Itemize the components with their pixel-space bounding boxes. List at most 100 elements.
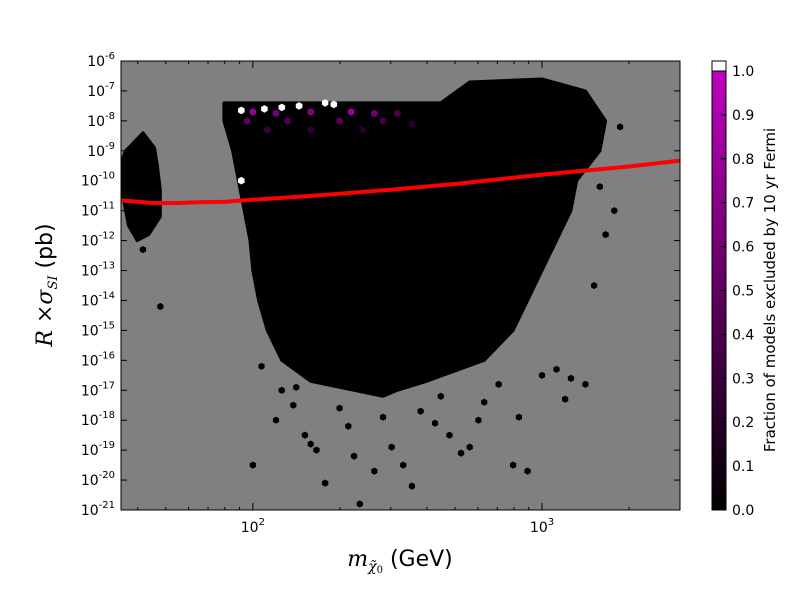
hexbin-cell-excluded [347,108,355,116]
hexbin-cell-excluded [359,126,366,134]
colorbar-tick-label: 0.7 [732,196,754,212]
y-tick-label: 10-19 [81,440,115,459]
y-tick-label: 10-16 [81,350,115,369]
hexbin-cell [602,231,609,239]
hexbin-cell [510,461,517,469]
colorbar-label: Fraction of models excluded by 10 yr Fer… [761,128,779,452]
hexbin-cell [596,183,603,191]
colorbar-tick-label: 1.0 [732,64,754,80]
hexbin-cell [345,422,352,430]
hexbin-cell-excluded [278,103,286,112]
x-axis-title: mχ̃0 (GeV) [347,547,453,576]
hexbin-cell [301,431,308,439]
hexbin-cell [481,398,488,406]
hexbin-cell [371,467,378,475]
hexbin-cell [400,461,407,469]
hexbin-cell [567,374,575,382]
colorbar-tick-label: 0.2 [732,415,754,431]
colorbar-tick-label: 0.3 [732,371,754,387]
hexbin-cell-excluded [249,108,257,116]
hexbin-cell [582,380,589,388]
hexbin-cell-excluded [261,105,268,113]
plot-frame [120,60,681,511]
y-tick-label: 10-20 [81,470,115,489]
limit-curve [121,158,680,205]
hexbin-cell [408,482,415,490]
colorbar-over-triangle [711,60,727,72]
hexbin-cell [475,416,482,424]
data-layer [121,77,680,522]
hexbin-cell-excluded [371,109,378,118]
hexbin-cell-excluded [238,176,245,185]
hexbin-cell [356,500,363,508]
hexbin-cell [515,413,522,421]
hexbin-cell [495,380,502,388]
hexbin-cell-excluded [394,109,401,118]
hexbin-cell-excluded [379,117,387,125]
hexbin-cell [431,419,439,427]
density-region-main [222,77,608,398]
hexbin-cell-excluded [321,99,329,107]
hexbin-cell [139,246,147,254]
hexbin-cell-excluded [336,117,343,125]
y-tick-label: 10-14 [81,290,115,309]
y-tick-label: 10-18 [81,410,115,429]
hexbin-cell [249,461,256,469]
y-tick-label: 10-12 [81,231,115,250]
hexbin-cell-excluded [307,108,314,116]
colorbar-ticks: 0.0 0.1 0.2 0.3 0.4 0.5 0.6 0.7 0.8 0.9 1.0 [720,64,754,519]
y-tick-label: 10-9 [87,141,115,160]
colorbar-tick-label: 0.6 [732,240,754,256]
axis-ticks: 10-6 10-7 10-8 10-9 10-10 10-11 10-12 10-13 10-1… [81,51,681,536]
hexbin-cell [417,407,424,415]
hexbin-cell [457,449,465,457]
colorbar-tick-label: 0.8 [732,152,754,168]
hexbin-cell [446,431,453,439]
hexbin-cell [538,371,546,379]
hexbin-cell [328,515,334,522]
hexbin-cell [379,413,387,421]
hexbin-cell [591,281,598,290]
colorbar: 0.0 0.1 0.2 0.3 0.4 0.5 0.6 0.7 0.8 0.9 1.0 Fracti… [711,60,779,519]
hexbin-cell [350,452,358,460]
hexbin-cell-excluded [238,106,245,115]
y-axis-title: R ×σSI (pb) [33,223,61,347]
hexbin-cell-excluded [272,109,280,118]
colorbar-tick-label: 0.1 [732,459,754,475]
hexbin-cell-excluded [330,100,338,109]
y-tick-label: 10-21 [81,500,115,519]
y-tick-label: 10-8 [87,111,115,130]
hexbin-cell [272,416,280,424]
hexbin-cell-excluded [284,117,291,125]
hexbin-cell [388,443,395,451]
x-tick-label: 102 [241,517,265,536]
colorbar-tick-label: 0.4 [732,327,754,343]
hexbin-cell-excluded [243,117,251,125]
y-tick-label: 10-6 [87,51,115,70]
hexbin-cell [157,302,164,311]
hexbin-cell [553,365,560,373]
y-tick-label: 10-10 [81,171,115,190]
y-tick-label: 10-13 [81,261,115,280]
hexbin-cell [313,446,320,454]
hexbin-cell [611,207,618,215]
hexbin-cell-excluded [264,126,271,134]
hexbin-cell [278,386,285,394]
x-tick-label: 103 [530,517,554,536]
hexbin-cell [258,362,265,370]
hexbin-cell [290,401,297,409]
hexbin-cell [307,440,314,448]
hexbin-cell [524,467,531,475]
colorbar-tick-label: 0.5 [732,284,754,300]
hexbin-cell [336,404,343,412]
hexbin-cell [466,443,473,451]
hexbin-cell [437,392,444,400]
hexbin-cell-excluded [408,120,416,128]
hexbin-cell [562,395,569,403]
hexbin-cell [322,479,329,487]
density-region-left-island [121,131,162,243]
y-tick-label: 10-17 [81,380,115,399]
hexbin-cell-excluded [295,102,303,110]
colorbar-tick-label: 0.0 [732,503,754,519]
